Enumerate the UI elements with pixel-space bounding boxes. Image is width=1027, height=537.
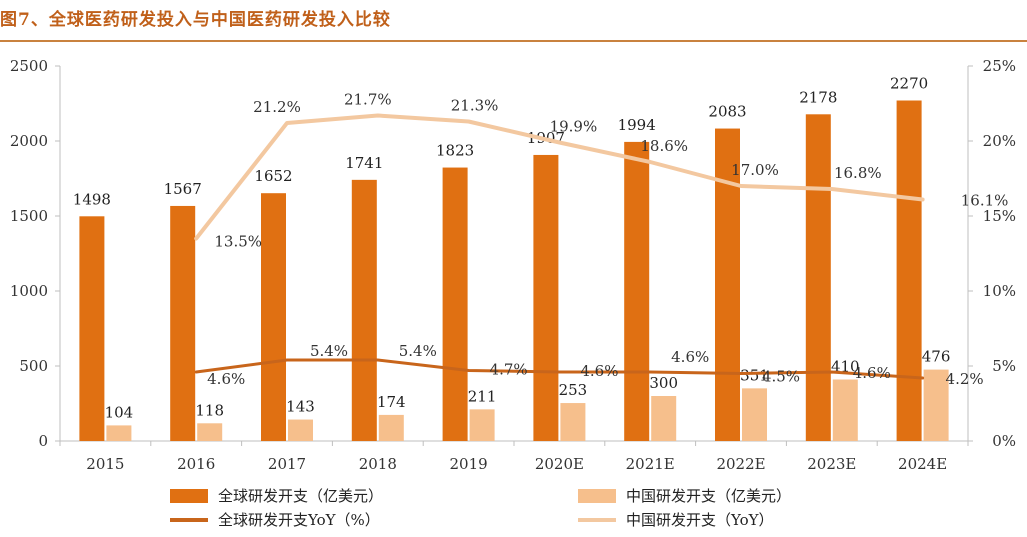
bar-label-global: 1652 <box>254 167 292 185</box>
x-tick-label: 2017 <box>268 455 306 473</box>
point-label-china-yoy: 16.8% <box>834 164 882 182</box>
y-left-tick-label: 1000 <box>10 282 48 300</box>
x-tick-label: 2023E <box>807 455 856 473</box>
y-left-tick-label: 500 <box>19 357 48 375</box>
chart-title: 图7、全球医药研发投入与中国医药研发投入比较 <box>0 10 391 30</box>
bar-label-china: 300 <box>649 374 678 392</box>
point-label-china-yoy: 21.7% <box>344 91 392 109</box>
bar-china <box>832 379 858 441</box>
y-right-tick-label: 10% <box>983 282 1016 300</box>
bar-label-global: 2083 <box>708 103 746 121</box>
point-label-global-yoy: 4.6% <box>580 362 618 380</box>
bar-china <box>197 423 223 441</box>
y-right-tick-label: 15% <box>983 207 1016 225</box>
y-right-tick-label: 25% <box>983 57 1016 75</box>
y-left-tick-label: 2500 <box>10 57 48 75</box>
x-tick-label: 2019 <box>450 455 488 473</box>
line-global-yoy <box>194 358 925 380</box>
y-left-tick-label: 1500 <box>10 207 48 225</box>
point-label-china-yoy: 13.5% <box>214 233 262 251</box>
bar-label-global: 2178 <box>799 88 837 106</box>
bar-label-global: 1994 <box>618 116 656 134</box>
bar-global <box>351 179 377 441</box>
bar-global <box>442 167 468 442</box>
x-tick-label: 2018 <box>359 455 397 473</box>
bar-china <box>560 403 586 441</box>
point-label-china-yoy: 21.2% <box>253 98 301 116</box>
point-label-global-yoy: 4.2% <box>946 370 984 388</box>
line-china-yoy <box>194 113 925 241</box>
point-label-china-yoy: 19.9% <box>550 118 598 136</box>
x-tick-label: 2021E <box>626 455 675 473</box>
point-label-china-yoy: 18.6% <box>640 137 688 155</box>
bar-china <box>106 425 132 441</box>
bar-china <box>288 419 313 441</box>
bar-label-china: 253 <box>559 381 588 399</box>
bar-global <box>805 114 831 442</box>
y-left-tick-label: 2000 <box>10 132 48 150</box>
bar-global <box>533 154 559 441</box>
bar-global <box>79 216 105 441</box>
point-label-global-yoy: 4.6% <box>207 370 245 388</box>
bar-china <box>469 409 495 441</box>
bar-global <box>896 100 922 441</box>
point-label-global-yoy: 4.6% <box>671 348 709 366</box>
point-label-global-yoy: 5.4% <box>399 342 437 360</box>
x-tick-label: 2015 <box>86 455 124 473</box>
bar-global <box>170 205 196 441</box>
y-right-tick-label: 20% <box>983 132 1016 150</box>
bar-label-global: 1823 <box>436 142 474 160</box>
y-right-tick-label: 0% <box>992 432 1016 450</box>
bar-china <box>742 388 767 441</box>
y-right-tick-label: 5% <box>992 357 1016 375</box>
bar-china <box>923 369 949 441</box>
bar-global <box>261 193 286 441</box>
bar-label-global: 2270 <box>890 75 928 93</box>
bar-label-china: 351 <box>740 366 769 384</box>
x-tick-label: 2022E <box>716 455 765 473</box>
bar-label-global: 1741 <box>345 154 383 172</box>
point-label-global-yoy: 4.5% <box>762 368 800 386</box>
bar-china <box>651 396 677 441</box>
point-label-global-yoy: 4.7% <box>490 361 528 379</box>
bar-label-global: 1498 <box>73 190 111 208</box>
bar-label-china: 143 <box>286 398 315 416</box>
point-label-global-yoy: 5.4% <box>310 342 348 360</box>
point-label-china-yoy: 16.1% <box>961 192 1009 210</box>
x-tick-label: 2016 <box>177 455 215 473</box>
bar-label-china: 476 <box>922 348 951 366</box>
bar-china <box>378 414 404 441</box>
point-label-china-yoy: 21.3% <box>451 97 499 115</box>
x-tick-label: 2020E <box>535 455 584 473</box>
y-left-tick-label: 0 <box>38 432 48 450</box>
bar-label-china: 174 <box>377 393 406 411</box>
bar-global <box>624 141 650 441</box>
point-label-china-yoy: 17.0% <box>731 161 779 179</box>
bar-label-china: 211 <box>468 387 497 405</box>
x-tick-label: 2024E <box>898 455 947 473</box>
bar-label-china: 104 <box>105 403 134 421</box>
bar-label-global: 1567 <box>164 180 202 198</box>
point-label-global-yoy: 4.6% <box>853 364 891 382</box>
title-divider <box>0 40 1027 42</box>
bar-label-china: 118 <box>195 401 224 419</box>
